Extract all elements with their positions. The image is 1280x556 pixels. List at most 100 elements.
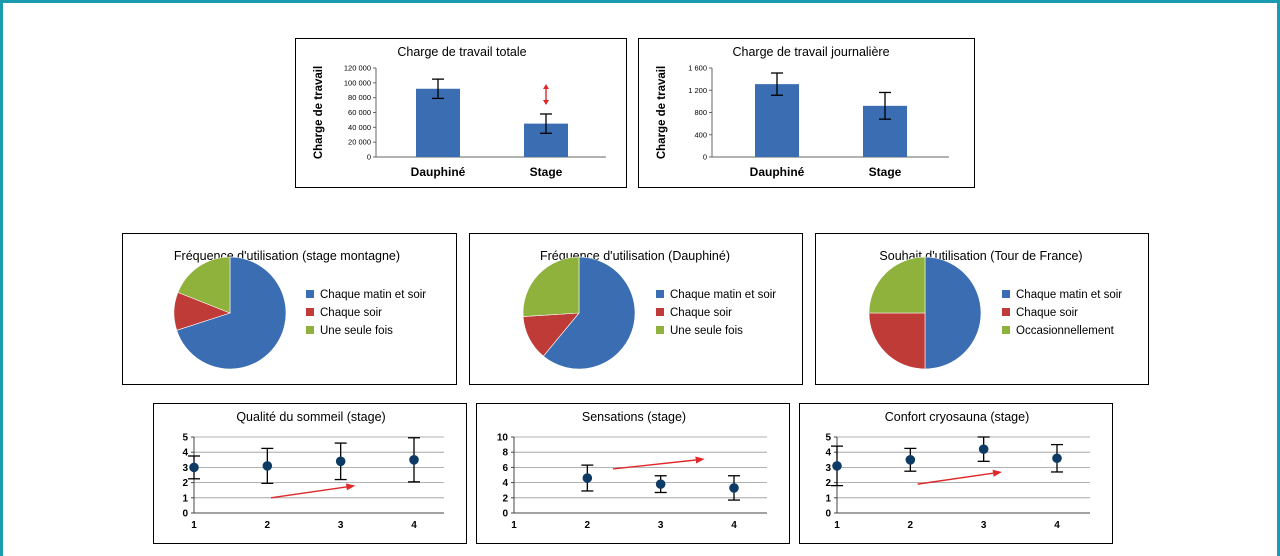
pie-slice: [868, 312, 926, 370]
data-point: [729, 483, 739, 493]
y-tick-label: 5: [825, 433, 831, 444]
arrow-head-down: [543, 100, 549, 105]
y-tick-label: 1: [182, 493, 188, 504]
x-tick-label: 3: [981, 520, 987, 531]
data-point: [655, 479, 666, 489]
x-tick-label: 1: [511, 520, 517, 531]
y-tick-label: 4: [182, 448, 188, 459]
chart-title: Qualité du sommeil (stage): [236, 410, 385, 424]
pie-slice: [924, 256, 982, 370]
y-axis-label: Charge de travail: [313, 66, 325, 159]
x-category-label: Stage: [869, 165, 902, 179]
chart-title: Sensations (stage): [582, 410, 686, 424]
pie-chart-usage-dauphine-svg: Fréquence d'utilisation (Dauphiné)Chaque…: [522, 249, 776, 370]
y-tick-label: 0: [502, 509, 508, 520]
y-tick-label: 5: [182, 433, 188, 444]
legend-swatch: [656, 290, 664, 298]
chart-title: Confort cryosauna (stage): [885, 410, 1030, 424]
y-tick-label: 4: [502, 478, 508, 489]
x-tick-label: 4: [731, 520, 737, 531]
x-tick-label: 3: [338, 520, 344, 531]
legend-label: Une seule fois: [320, 325, 393, 337]
y-axis-label: Charge de travail: [656, 66, 668, 159]
chart-title: Charge de travail journalière: [732, 45, 889, 59]
data-point: [582, 473, 593, 483]
trend-arrow: [917, 472, 994, 485]
x-tick-label: 3: [658, 520, 664, 531]
y-tick-label: 1 200: [688, 86, 707, 95]
trend-arrow-head: [992, 469, 1002, 477]
legend-label: Une seule fois: [670, 325, 743, 337]
legend-label: Chaque soir: [1016, 307, 1078, 319]
x-category-label: Stage: [530, 165, 563, 179]
y-tick-label: 8: [502, 448, 508, 459]
x-tick-label: 1: [191, 520, 197, 531]
scatter-sensations: Sensations (stage) 0 2 4 6 8 10 1 2 3 4: [476, 403, 790, 544]
pie-slice: [176, 256, 287, 370]
bar-chart-daily-workload: Charge de travail journalière Charge de t…: [638, 38, 975, 188]
trend-arrow-head: [695, 456, 705, 464]
bar-chart-total-workload-svg: Charge de travail totale Charge de travai…: [313, 45, 606, 179]
pie-chart-wish-tour-svg: Souhait d'utilisation (Tour de France)Ch…: [868, 249, 1122, 370]
x-tick-label: 4: [1054, 520, 1060, 531]
y-tick-label: 0: [367, 153, 371, 162]
legend-label: Chaque matin et soir: [670, 289, 776, 301]
data-point: [832, 461, 842, 471]
data-point: [905, 455, 916, 465]
legend-label: Chaque soir: [670, 307, 732, 319]
pie-chart-usage-dauphine: Fréquence d'utilisation (Dauphiné) Chaque…: [469, 233, 803, 385]
x-category-label: Dauphiné: [750, 165, 805, 179]
x-tick-label: 1: [834, 520, 840, 531]
x-tick-label: 4: [411, 520, 417, 531]
trend-arrow-head: [345, 483, 356, 491]
trend-arrow: [270, 486, 347, 499]
legend-swatch: [306, 290, 314, 298]
chart-title: Charge de travail totale: [397, 45, 526, 59]
y-tick-label: 20 000: [348, 138, 371, 147]
chart-title: Fréquence d'utilisation (stage montagne): [174, 249, 400, 263]
y-tick-label: 100 000: [344, 78, 371, 87]
pie-slice: [868, 256, 926, 314]
legend-swatch: [656, 326, 664, 334]
legend-swatch: [306, 308, 314, 316]
legend-swatch: [1002, 290, 1010, 298]
legend-label: Chaque matin et soir: [320, 289, 426, 301]
y-tick-label: 80 000: [348, 93, 371, 102]
y-tick-label: 6: [502, 463, 508, 474]
bar-chart-total-workload: Charge de travail totale Charge de travai…: [295, 38, 627, 188]
data-point: [978, 444, 989, 454]
pie-chart-usage-mountain: Fréquence d'utilisation (stage montagne)…: [122, 233, 457, 385]
pie-slice: [522, 256, 580, 317]
y-tick-label: 1 600: [688, 64, 707, 73]
bar-chart-daily-workload-svg: Charge de travail journalière Charge de t…: [656, 45, 949, 179]
x-category-label: Dauphiné: [411, 165, 466, 179]
data-point: [262, 461, 273, 471]
data-point: [335, 456, 346, 467]
x-tick-label: 2: [585, 520, 591, 531]
scatter-cryosauna-comfort: Confort cryosauna (stage) 0 1 2 3 4 5 1 2 3 4: [799, 403, 1113, 544]
data-point: [189, 462, 199, 473]
legend-swatch: [1002, 326, 1010, 334]
pie-chart-wish-tour: Souhait d'utilisation (Tour de France) Ch…: [815, 233, 1149, 385]
x-tick-label: 2: [908, 520, 914, 531]
legend-swatch: [1002, 308, 1010, 316]
y-tick-label: 400: [694, 130, 707, 139]
arrow-head-up: [543, 84, 549, 89]
legend-label: Chaque matin et soir: [1016, 289, 1122, 301]
pie-slice: [542, 256, 636, 370]
scatter-sleep-quality: Qualité du sommeil (stage) 0 1 2 3 4 5 1 2 3 4: [153, 403, 467, 544]
y-tick-label: 3: [825, 463, 831, 474]
y-tick-label: 3: [182, 463, 188, 474]
y-tick-label: 2: [502, 493, 508, 504]
y-tick-label: 0: [182, 509, 188, 520]
y-tick-label: 0: [703, 153, 707, 162]
y-tick-label: 1: [825, 493, 831, 504]
y-tick-label: 40 000: [348, 123, 371, 132]
bar: [416, 88, 460, 157]
y-tick-label: 2: [825, 478, 831, 489]
trend-arrow: [612, 459, 696, 470]
legend-label: Occasionnellement: [1016, 325, 1115, 337]
